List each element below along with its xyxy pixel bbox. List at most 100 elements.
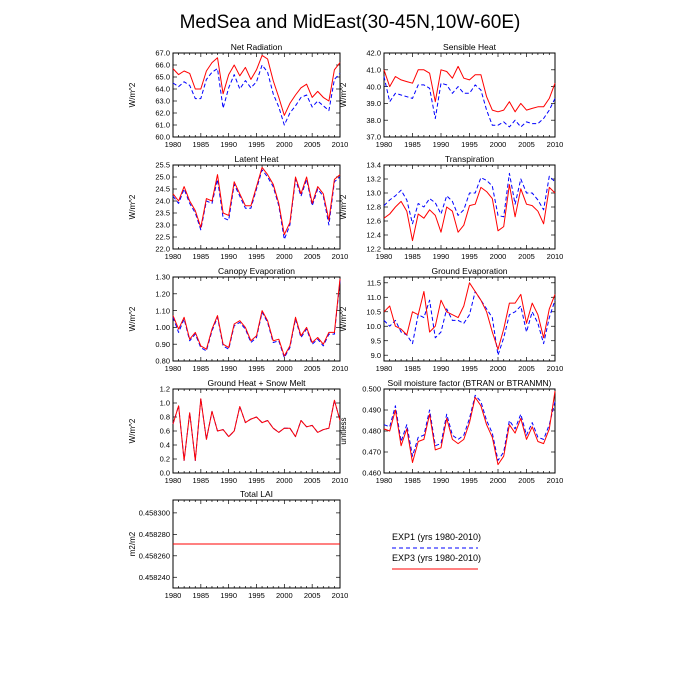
y-tick-label: 60.0 [155,133,170,142]
x-tick-label: 2010 [332,252,349,261]
y-tick-label: 67.0 [155,49,170,58]
y-tick-label: 1.20 [155,290,170,299]
y-tick-label: 22.0 [155,245,170,254]
x-tick-label: 2010 [332,476,349,485]
y-tick-label: 12.8 [366,203,381,212]
y-tick-label: 10.0 [366,322,381,331]
y-tick-label: 0.480 [362,427,381,436]
y-tick-label: 38.0 [366,116,381,125]
y-tick-label: 12.6 [366,217,381,226]
panel-1: Net Radiation W/m^2 1980 1985 1990 1995 2000 20… [128,42,348,149]
x-tick-label: 1985 [404,476,421,485]
y-tick-label: 1.0 [160,399,170,408]
y-tick-label: 63.0 [155,97,170,106]
series-line-exp1 [172,169,341,240]
x-tick-label: 1985 [404,140,421,149]
series-line-exp3 [172,278,341,357]
series-line-exp1 [172,64,341,126]
y-tick-label: 9.0 [371,351,381,360]
y-axis-label: W/m^2 [339,82,348,107]
x-tick-label: 1980 [376,140,393,149]
y-axis-label: W/m^2 [128,194,137,219]
x-tick-label: 2010 [547,252,564,261]
x-tick-label: 1980 [165,252,182,261]
y-tick-label: 25.0 [155,173,170,182]
panel-3: Latent Heat W/m^2 1980 1985 1990 1995 2000 2005… [128,154,348,261]
y-tick-label: 24.0 [155,197,170,206]
y-tick-label: 0.4 [160,441,170,450]
x-tick-label: 2000 [276,476,293,485]
series-line-exp3 [172,166,341,236]
x-tick-label: 2000 [490,476,507,485]
x-tick-label: 2000 [276,252,293,261]
x-tick-label: 2005 [304,252,321,261]
y-tick-label: 24.5 [155,185,170,194]
panel-title: Latent Heat [235,154,280,164]
series-line-exp1 [383,76,556,128]
y-tick-label: 41.0 [366,66,381,75]
series-line-exp3 [172,398,341,461]
panel-7: Ground Heat + Snow Melt W/m^2 1980 1985 1990… [128,378,348,485]
y-axis-label: W/m^2 [128,418,137,443]
panel-title: Total LAI [240,489,273,499]
y-tick-label: 65.0 [155,73,170,82]
y-tick-label: 11.5 [367,278,381,287]
series-line-exp3 [383,391,556,466]
series-line-exp1 [172,280,341,359]
y-tick-label: 13.2 [366,175,381,184]
y-tick-label: 12.2 [366,245,381,254]
x-tick-label: 1990 [220,252,237,261]
panel-9: Total LAI m2/m2 1980 1985 1990 1995 2000 2005 20… [128,489,348,600]
x-tick-label: 1985 [192,476,209,485]
panel-title: Ground Heat + Snow Melt [207,378,306,388]
x-tick-label: 2005 [518,252,535,261]
x-tick-label: 1995 [248,364,265,373]
y-tick-label: 10.5 [366,307,381,316]
y-tick-label: 12.4 [366,231,381,240]
x-tick-label: 1990 [433,476,450,485]
x-tick-label: 1985 [192,140,209,149]
y-tick-label: 1.2 [160,385,170,394]
y-tick-label: 0.458240 [139,573,170,582]
x-tick-label: 2000 [490,252,507,261]
x-tick-label: 1980 [165,476,182,485]
series-line-exp1 [383,394,556,461]
y-axis-label: m2/m2 [128,531,137,556]
x-tick-label: 1980 [376,476,393,485]
panel-title: Soil moisture factor (BTRAN or BTRANMN) [388,378,552,388]
y-tick-label: 62.0 [155,109,170,118]
panel-8: Soil moisture factor (BTRAN or BTRANMN) u… [339,378,563,485]
legend: EXP1 (yrs 1980-2010) EXP3 (yrs 1980-2010… [392,532,481,570]
y-tick-label: 0.470 [362,448,381,457]
panel-title: Ground Evaporation [431,266,507,276]
x-tick-label: 2010 [332,364,349,373]
y-axis-label: W/m^2 [339,194,348,219]
panel-2: Sensible Heat W/m^2 1980 1985 1990 1995 2000 20… [339,42,563,149]
x-tick-label: 1990 [433,252,450,261]
y-axis-label: W/m^2 [128,82,137,107]
x-tick-label: 2000 [490,364,507,373]
series-line-exp3 [383,282,556,350]
y-tick-label: 13.4 [366,161,381,170]
y-tick-label: 0.2 [160,455,170,464]
y-tick-label: 64.0 [155,85,170,94]
y-tick-label: 0.6 [160,427,170,436]
y-tick-label: 0.458300 [139,509,170,518]
x-tick-label: 1980 [376,252,393,261]
x-tick-label: 1985 [404,364,421,373]
y-tick-label: 40.0 [366,82,381,91]
x-tick-label: 2005 [304,591,321,600]
x-tick-label: 2005 [518,140,535,149]
y-axis-label: unitless [339,417,348,444]
y-tick-label: 23.0 [155,221,170,230]
y-tick-label: 22.5 [155,233,170,242]
x-tick-label: 2005 [304,476,321,485]
x-tick-label: 2005 [304,140,321,149]
panel-5: Canopy Evaporation W/m^2 1980 1985 1990 1995 2… [128,266,348,373]
y-tick-label: 0.80 [155,357,170,366]
x-tick-label: 2000 [490,140,507,149]
y-tick-label: 1.10 [155,306,170,315]
x-tick-label: 1995 [248,476,265,485]
y-tick-label: 13.0 [366,189,381,198]
x-tick-label: 1985 [192,252,209,261]
